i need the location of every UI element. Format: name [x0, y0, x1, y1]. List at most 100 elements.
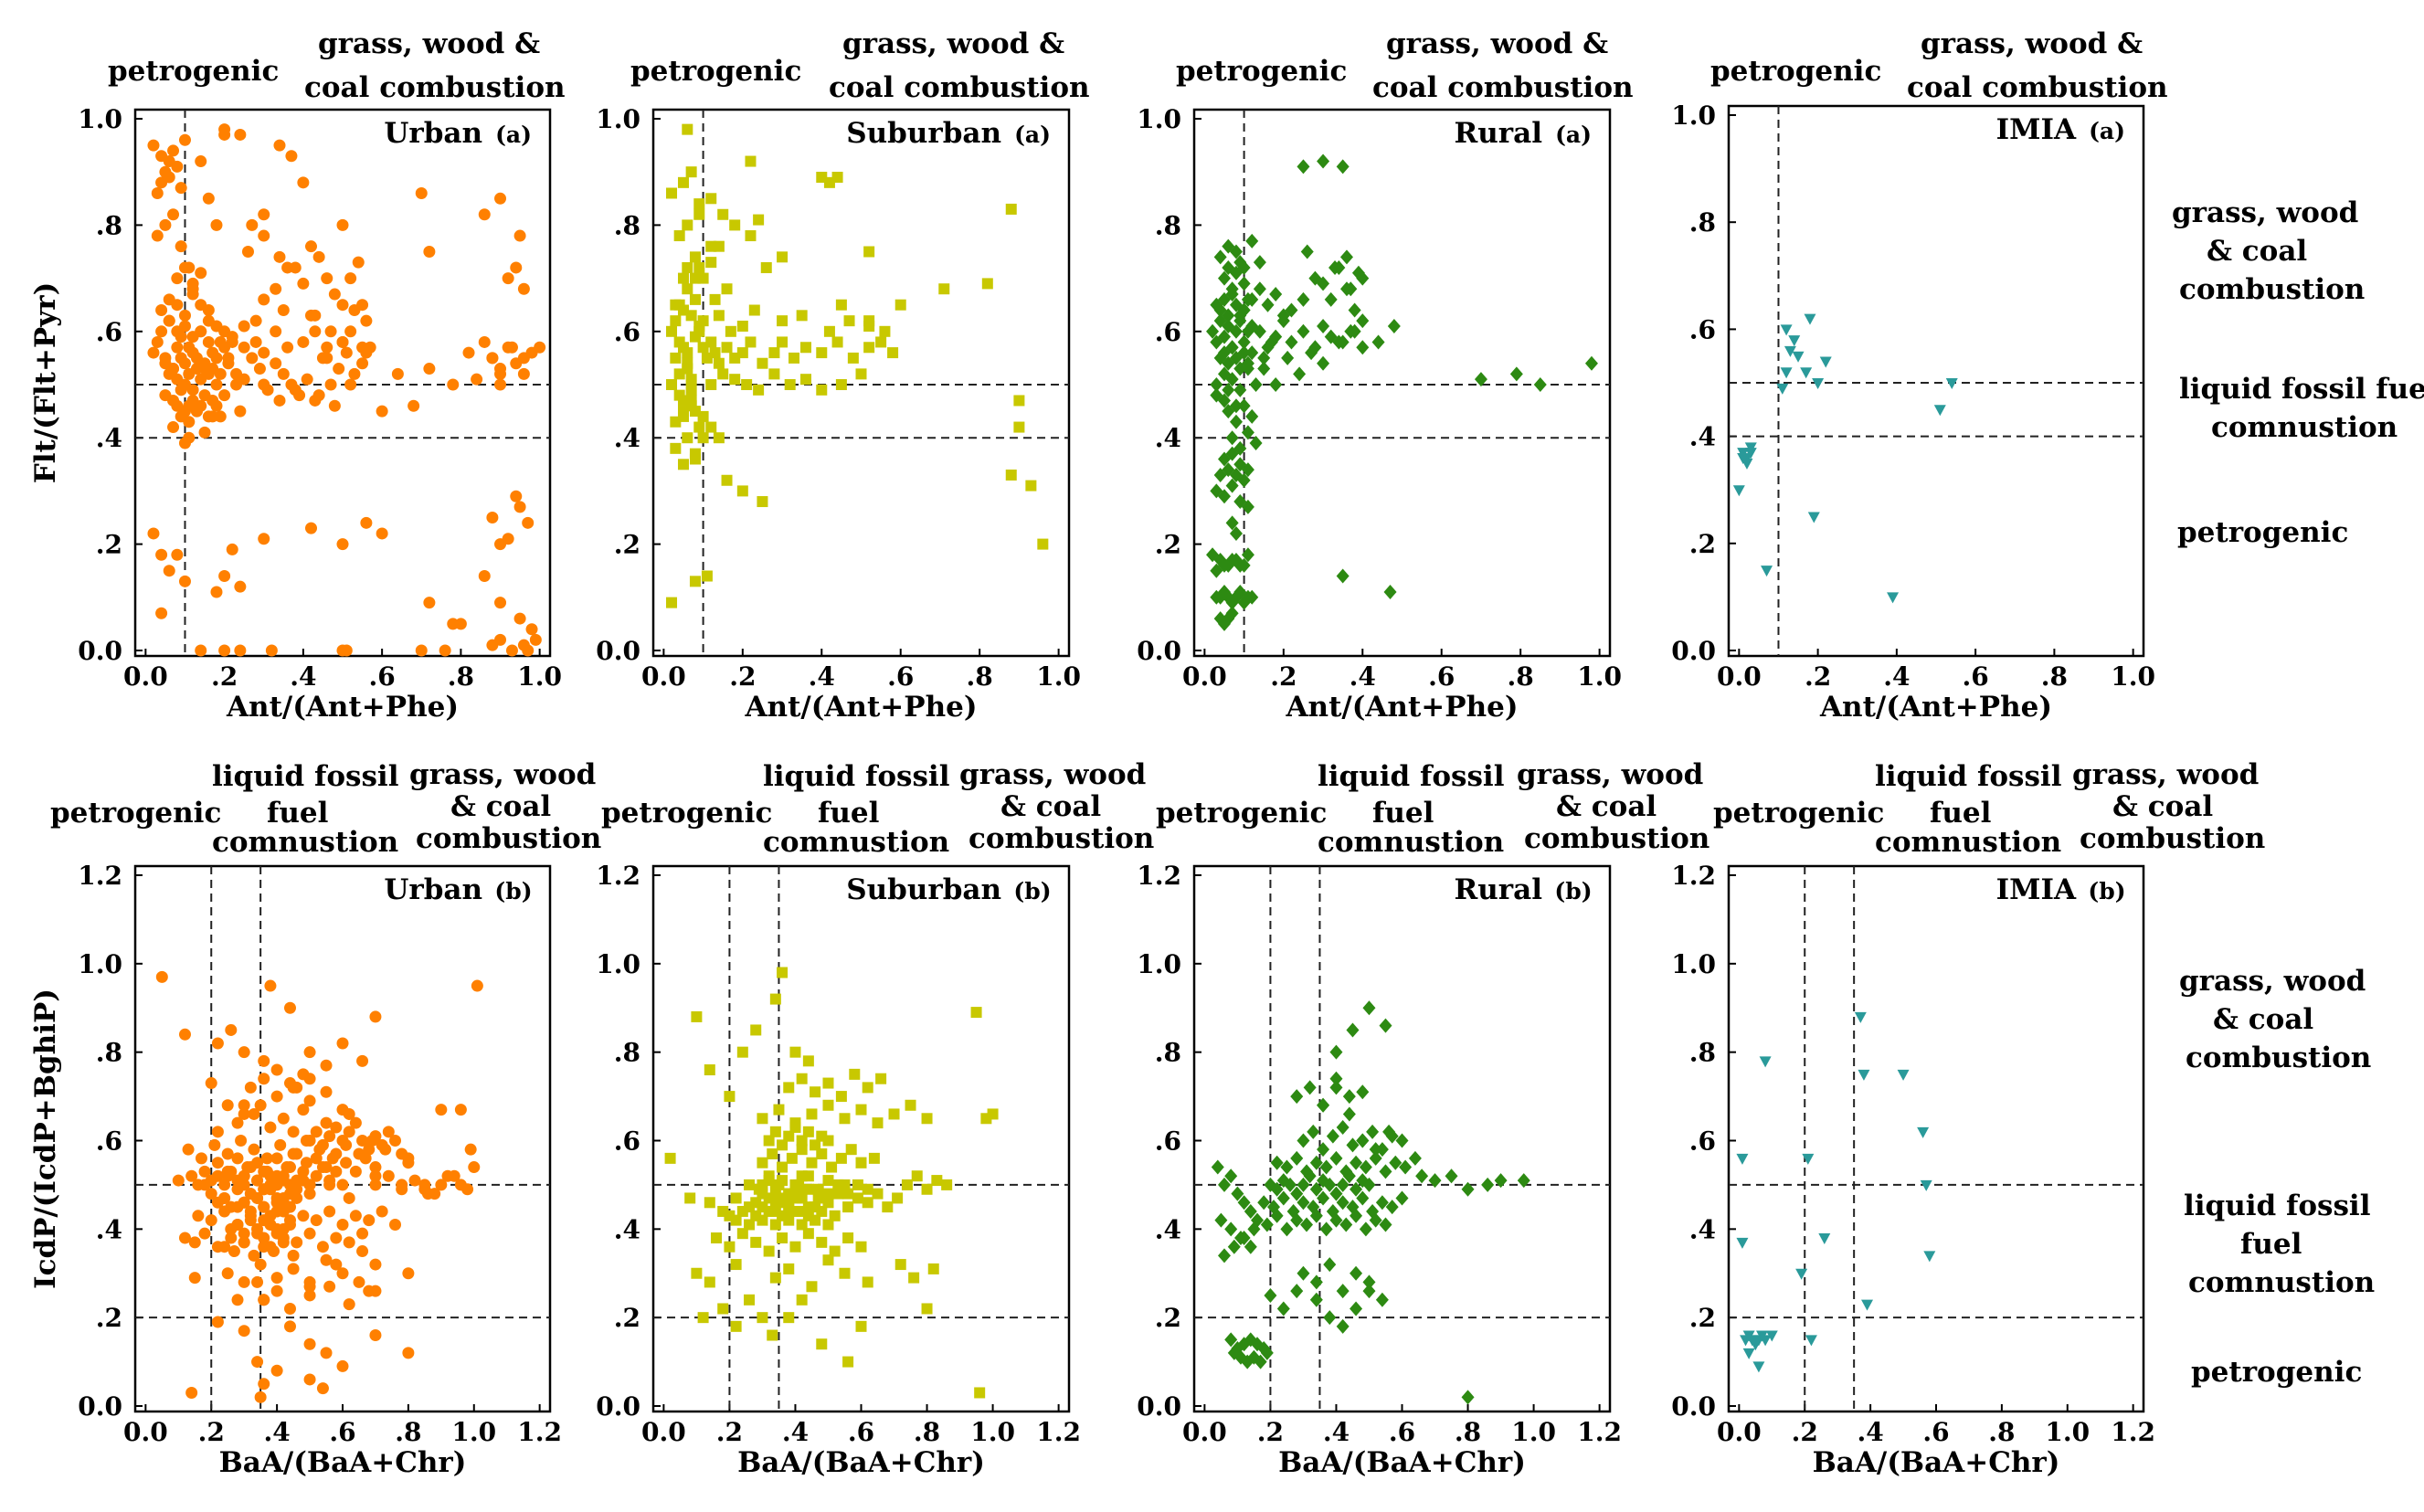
data-point [258, 1073, 270, 1085]
data-point [713, 357, 725, 369]
data-point [369, 1329, 382, 1342]
data-point [238, 1099, 250, 1112]
rural-b-y-tick-label: 1.0 [1137, 949, 1181, 979]
data-point [816, 1148, 828, 1160]
imia-a-tag: (a) [2089, 118, 2125, 144]
data-point [254, 1390, 267, 1403]
data-point [1329, 1212, 1343, 1228]
data-point [340, 1157, 353, 1169]
suburban-b-x-tick-label: .8 [914, 1417, 940, 1447]
data-point [348, 367, 361, 380]
urban-a-x-tick-label: 1.0 [517, 661, 562, 692]
data-point [741, 379, 753, 390]
data-point [343, 1298, 355, 1311]
data-point [1788, 335, 1801, 347]
data-point [1759, 1335, 1772, 1347]
data-point [159, 218, 172, 231]
data-point [270, 282, 282, 295]
side-a-combustion-1: grass, wood [2172, 196, 2358, 229]
data-point [839, 1179, 851, 1190]
data-point [670, 442, 682, 454]
data-point [717, 208, 729, 220]
data-point [234, 644, 247, 657]
data-point [273, 394, 286, 407]
data-point [231, 1183, 244, 1196]
data-point [1276, 1301, 1290, 1316]
rural-b-x-tick-label: .6 [1389, 1417, 1415, 1447]
data-point [1342, 1089, 1356, 1105]
data-point [218, 644, 231, 657]
data-point [736, 320, 748, 332]
data-point [183, 431, 196, 444]
data-point [806, 1281, 818, 1293]
data-point [682, 123, 693, 135]
data-point [1217, 393, 1231, 408]
data-point [822, 1099, 834, 1111]
data-point [847, 352, 859, 364]
data-point [352, 256, 365, 269]
data-point [757, 357, 768, 369]
data-point [185, 1169, 198, 1182]
data-point [1375, 1292, 1389, 1307]
data-point [1270, 1155, 1284, 1170]
suburban-b-x-axis-label: BaA/(BaA+Chr) [737, 1446, 985, 1479]
suburban-b-combustion-label-3: combustion [969, 822, 1154, 855]
imia-b-x-tick-label: .6 [1922, 1417, 1949, 1447]
data-point [685, 166, 697, 178]
data-point [862, 1197, 873, 1209]
data-point [777, 336, 789, 348]
data-point [921, 1183, 933, 1195]
data-point [769, 1126, 781, 1137]
data-point [713, 432, 725, 444]
data-point [415, 186, 428, 199]
data-point [757, 496, 768, 508]
rural-b-tag: (b) [1554, 878, 1592, 904]
data-point [1217, 270, 1231, 286]
data-point [1736, 1153, 1749, 1165]
data-point [1319, 1159, 1333, 1175]
data-point [670, 352, 682, 364]
data-point [1350, 1265, 1363, 1281]
data-point [842, 1188, 854, 1200]
data-point [1285, 302, 1298, 318]
data-point [471, 373, 483, 386]
rural-b-x-tick-label: 1.2 [1577, 1417, 1622, 1447]
data-point [178, 309, 191, 322]
data-point [183, 261, 196, 274]
data-point [258, 1183, 270, 1196]
data-point [1237, 345, 1251, 361]
data-point [178, 405, 191, 418]
data-point [1399, 1159, 1413, 1175]
data-point [839, 1267, 851, 1279]
data-point [379, 1143, 392, 1156]
data-point [1326, 1128, 1339, 1144]
data-point [697, 315, 709, 327]
data-point [713, 310, 725, 322]
data-point [323, 1130, 336, 1143]
data-point [1224, 1332, 1238, 1348]
suburban-a-x-tick-label: 0.0 [641, 661, 686, 692]
data-point [369, 1169, 382, 1182]
data-point [231, 1218, 244, 1231]
data-point [1297, 1177, 1310, 1192]
data-point [343, 1107, 355, 1120]
urban-a-petrogenic-label: petrogenic [108, 55, 279, 88]
data-point [1336, 568, 1350, 584]
urban-b-y-tick-label: 1.2 [78, 861, 122, 891]
data-point [1350, 1155, 1363, 1170]
data-point [478, 335, 491, 348]
data-point [757, 1113, 768, 1125]
data-point [1244, 1239, 1257, 1254]
data-point [927, 1263, 939, 1274]
suburban-a-y-tick-label: 1.0 [596, 104, 640, 134]
data-point [705, 379, 717, 390]
suburban-b-liquid-label-2: fuel [818, 797, 879, 830]
data-point [205, 1077, 217, 1090]
data-point [777, 251, 789, 263]
suburban-b-liquid-label-3: comnustion [763, 826, 949, 859]
data-point [831, 172, 843, 184]
data-point [1323, 1257, 1337, 1273]
data-point [888, 1108, 900, 1120]
rural-a-points [1206, 153, 1598, 631]
data-point [1269, 377, 1283, 392]
